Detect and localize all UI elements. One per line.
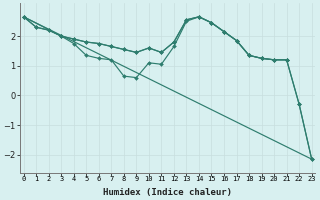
X-axis label: Humidex (Indice chaleur): Humidex (Indice chaleur)	[103, 188, 232, 197]
